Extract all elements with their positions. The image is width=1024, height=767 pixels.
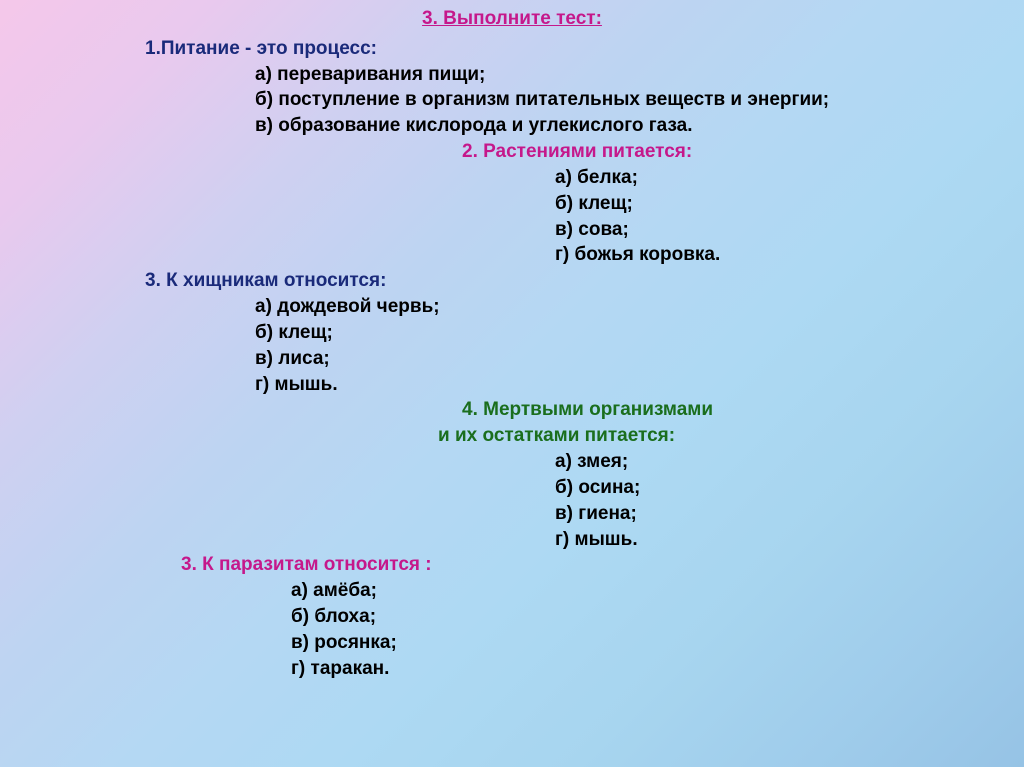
q5-option-c: в) росянка;: [0, 630, 1024, 656]
q5-option-b: б) блоха;: [0, 604, 1024, 630]
q1-option-c: в) образование кислорода и углекислого г…: [0, 113, 1024, 139]
q3-option-a: а) дождевой червь;: [0, 294, 1024, 320]
slide: 3. Выполните тест: 1.Питание - это проце…: [0, 0, 1024, 767]
q5-option-d: г) таракан.: [0, 656, 1024, 682]
slide-title: 3. Выполните тест:: [0, 6, 1024, 32]
q3-prompt: 3. К хищникам относится:: [0, 268, 1024, 294]
q2-prompt: 2. Растениями питается:: [0, 139, 1024, 165]
q3-option-b: б) клещ;: [0, 320, 1024, 346]
q2-option-c: в) сова;: [0, 217, 1024, 243]
q2-option-b: б) клещ;: [0, 191, 1024, 217]
q3-option-d: г) мышь.: [0, 372, 1024, 398]
q4-prompt-line1: 4. Мертвыми организмами: [0, 397, 1024, 423]
q5-option-a: а) амёба;: [0, 578, 1024, 604]
q1-prompt: 1.Питание - это процесс:: [0, 36, 1024, 62]
q4-option-b: б) осина;: [0, 475, 1024, 501]
q2-option-d: г) божья коровка.: [0, 242, 1024, 268]
q4-option-c: в) гиена;: [0, 501, 1024, 527]
q2-option-a: а) белка;: [0, 165, 1024, 191]
q1-option-b: б) поступление в организм питательных ве…: [0, 87, 1024, 113]
q4-option-a: а) змея;: [0, 449, 1024, 475]
q1-option-a: а) переваривания пищи;: [0, 62, 1024, 88]
q4-option-d: г) мышь.: [0, 527, 1024, 553]
q3-option-c: в) лиса;: [0, 346, 1024, 372]
q4-prompt-line2: и их остатками питается:: [0, 423, 1024, 449]
q5-prompt: 3. К паразитам относится :: [0, 552, 1024, 578]
